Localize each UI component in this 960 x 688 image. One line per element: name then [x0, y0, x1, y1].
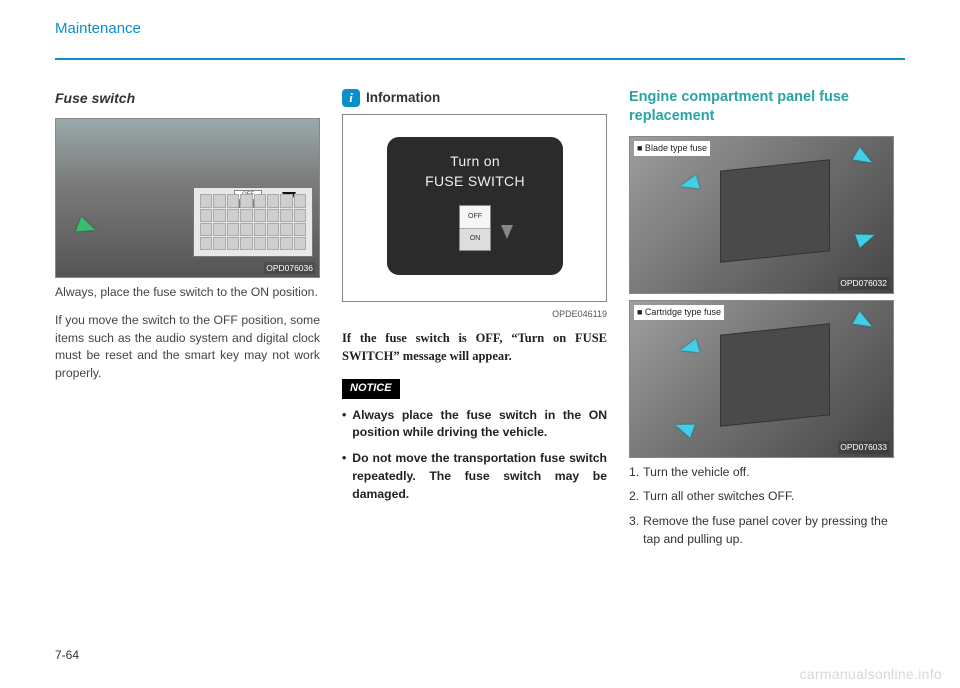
figure-fuse-switch: OFF ON OPD076036 [55, 118, 320, 278]
fuse-switch-heading: Fuse switch [55, 88, 320, 108]
column-1: Fuse switch OFF ON [55, 88, 320, 555]
steps-list: 1.Turn the vehicle off. 2.Turn all other… [629, 464, 894, 549]
figure-code: OPD076032 [838, 277, 889, 289]
figure-code: OPDE046119 [342, 308, 607, 321]
figure-label: ■ Cartridge type fuse [634, 305, 724, 320]
figure-label: ■ Blade type fuse [634, 141, 710, 156]
figure-code: OPD076033 [838, 441, 889, 453]
information-heading: i Information [342, 88, 607, 108]
step-item: 2.Turn all other switches OFF. [629, 488, 894, 506]
fuse-panel-inset: OFF ON [193, 187, 313, 257]
screen-line-2: FUSE SWITCH [425, 171, 525, 191]
fuse-switch-para-1: Always, place the fuse switch to the ON … [55, 284, 320, 302]
figure-cartridge-fuse: ■ Cartridge type fuse OPD076033 [629, 300, 894, 458]
step-item: 1.Turn the vehicle off. [629, 464, 894, 482]
column-2: i Information Turn on FUSE SWITCH OFF ON… [342, 88, 607, 555]
section-title: Maintenance [55, 20, 141, 41]
notice-list: Always place the fuse switch in the ON p… [342, 407, 607, 503]
step-item: 3.Remove the fuse panel cover by pressin… [629, 513, 894, 548]
watermark: carmanualsonline.info [800, 666, 943, 682]
notice-item: Do not move the transportation fuse swit… [342, 450, 607, 503]
engine-compartment-heading: Engine compartment panel fuse replacemen… [629, 88, 894, 126]
mini-switch-icon: OFF ON [459, 205, 491, 251]
fuse-switch-para-2: If you move the switch to the OFF positi… [55, 312, 320, 383]
column-3: Engine compartment panel fuse replacemen… [629, 88, 894, 555]
page-number: 7-64 [55, 648, 79, 662]
figure-blade-fuse: ■ Blade type fuse OPD076032 [629, 136, 894, 294]
page-header: Maintenance [55, 20, 905, 60]
notice-item: Always place the fuse switch in the ON p… [342, 407, 607, 442]
screen-line-1: Turn on [450, 151, 500, 171]
figure-code: OPD076036 [264, 262, 315, 274]
info-icon: i [342, 89, 360, 107]
figure-message-screen: Turn on FUSE SWITCH OFF ON [342, 114, 607, 302]
display-screen: Turn on FUSE SWITCH OFF ON [387, 137, 563, 275]
info-label: Information [366, 88, 440, 108]
mini-switch-off: OFF [460, 206, 490, 229]
notice-badge: NOTICE [342, 379, 400, 399]
message-description: If the fuse switch is OFF, “Turn on FUSE… [342, 329, 607, 365]
mini-down-arrow-icon [501, 225, 513, 239]
mini-switch-on: ON [460, 229, 490, 251]
